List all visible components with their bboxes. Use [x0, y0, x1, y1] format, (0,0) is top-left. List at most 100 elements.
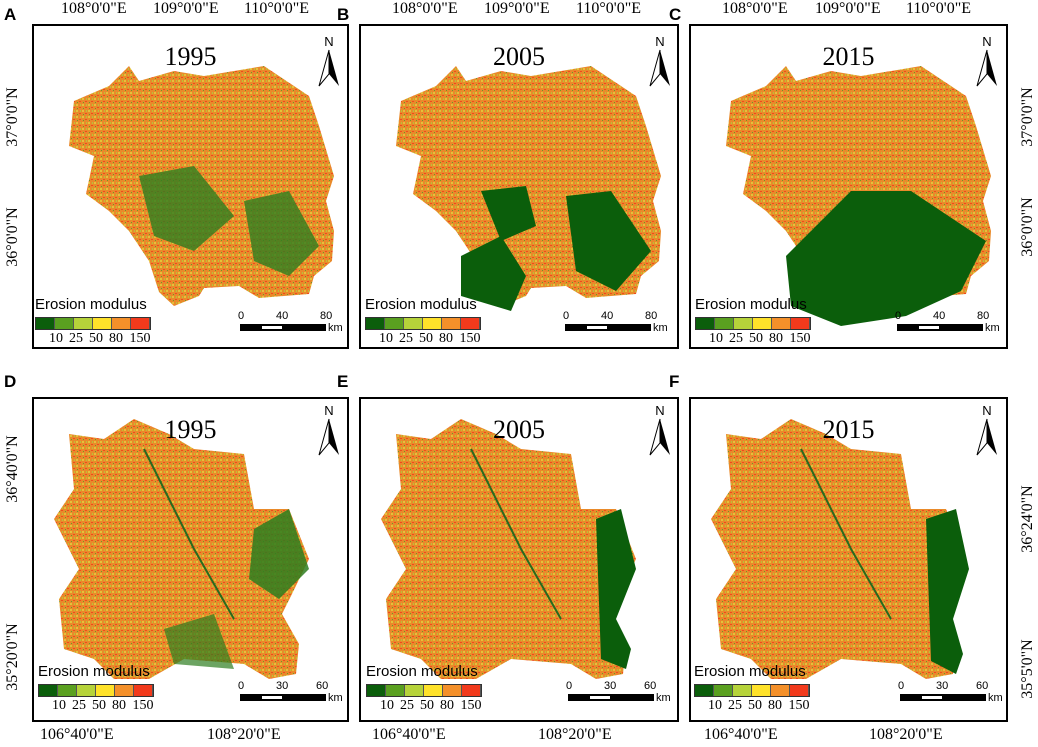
year-title-d: 1995 [164, 415, 217, 444]
legend-swatch [461, 318, 480, 329]
panel-letter-b: B [337, 5, 350, 24]
year-title-e: 2005 [493, 415, 545, 444]
legend-title-d: Erosion modulus [38, 663, 150, 680]
legend-swatch [695, 685, 714, 696]
map-panel-e: 2005 [359, 397, 679, 722]
scale-bar-b: 0 40 80 km [563, 310, 668, 334]
map-panel-f: 2015 [689, 397, 1008, 722]
legend-swatch [733, 685, 752, 696]
legend-swatch [39, 685, 58, 696]
legend-swatch [74, 318, 93, 329]
panel-letter-e: E [337, 372, 349, 391]
legend-swatch [753, 318, 772, 329]
top-lon-label-a3: 110°0'0"E [244, 0, 309, 17]
lat-right-bottom-2: 35°5'0"N [1019, 639, 1036, 699]
legend-swatch [443, 685, 462, 696]
panel-letter-c: C [669, 5, 682, 24]
top-lon-label-b3: 110°0'0"E [576, 0, 641, 17]
legend-swatch [734, 318, 753, 329]
erosion-map-c [726, 66, 991, 326]
legend-swatch [131, 318, 150, 329]
legend-color-bar-a [35, 317, 151, 330]
legend-color-bar-c [695, 317, 811, 330]
year-title-b: 2005 [493, 42, 545, 71]
north-label-f: N [982, 403, 992, 418]
north-arrow-f: N [970, 403, 1004, 457]
north-arrow-c: N [970, 34, 1004, 88]
legend-labels-b: 10 25 50 80 150 [379, 331, 481, 346]
erosion-map-d [54, 419, 309, 679]
north-arrow-icon [649, 49, 670, 87]
legend-swatch [96, 685, 115, 696]
legend-swatch [93, 318, 112, 329]
map-panel-d: 1995 [32, 397, 349, 722]
legend-color-bar-f [694, 684, 810, 697]
legend-swatch [366, 318, 385, 329]
legend-swatch [462, 685, 481, 696]
scale-bar-a: 0 40 80 km [238, 310, 343, 334]
legend-swatch [790, 685, 809, 696]
north-label-b: N [655, 34, 665, 49]
legend-swatch [772, 318, 791, 329]
legend-swatch [134, 685, 153, 696]
legend-swatch [55, 318, 74, 329]
lat-right-top-1: 37°0'0"N [1019, 87, 1036, 147]
legend-title-f: Erosion modulus [694, 663, 806, 680]
bottom-lon-label-e1: 106°40'0"E [372, 726, 446, 743]
scale-bar-e: 0 30 60 km [566, 680, 671, 704]
top-lon-label-a1: 108°0'0"E [61, 0, 127, 17]
bottom-lon-label-d2: 108°20'0"E [207, 726, 281, 743]
lat-left-top-2: 36°0'0"N [4, 207, 21, 267]
scale-bar-d: 0 30 60 km [238, 680, 343, 704]
lat-right-bottom-1: 36°24'0"N [1019, 485, 1036, 553]
north-arrow-b: N [643, 34, 677, 88]
legend-swatch [696, 318, 715, 329]
legend-swatch [771, 685, 790, 696]
legend-swatch [791, 318, 810, 329]
north-arrow-e: N [643, 403, 677, 457]
bottom-lon-label-e2: 108°20'0"E [538, 726, 612, 743]
legend-swatch [405, 685, 424, 696]
legend-swatch [385, 318, 404, 329]
legend-color-bar-e [366, 684, 482, 697]
year-title-a: 1995 [164, 42, 217, 71]
legend-labels-e: 10 25 50 80 150 [380, 698, 482, 713]
lat-left-top-1: 37°0'0"N [4, 87, 21, 147]
top-lon-label-c3: 110°0'0"E [906, 0, 971, 17]
map-panel-b: 2005 [359, 24, 679, 349]
bottom-lon-label-f1: 106°40'0"E [704, 726, 778, 743]
legend-swatch [442, 318, 461, 329]
legend-swatch [715, 318, 734, 329]
lat-left-bottom-1: 36°40'0"N [4, 435, 21, 503]
map-panel-a: 1995 [32, 24, 349, 349]
panel-letter-d: D [4, 372, 17, 391]
legend-swatch [115, 685, 134, 696]
north-arrow-icon [649, 418, 670, 456]
legend-labels-d: 10 25 50 80 150 [52, 698, 154, 713]
north-arrow-icon [318, 49, 339, 87]
scale-bar-f: 0 30 60 km [898, 680, 1003, 704]
top-lon-label-b2: 109°0'0"E [484, 0, 550, 17]
north-arrow-a: N [312, 34, 346, 88]
north-arrow-icon [318, 418, 339, 456]
legend-title-a: Erosion modulus [35, 296, 147, 313]
legend-labels-c: 10 25 50 80 150 [709, 331, 811, 346]
erosion-map-b [396, 66, 661, 311]
legend-swatch [36, 318, 55, 329]
legend-swatch [77, 685, 96, 696]
top-lon-label-c2: 109°0'0"E [815, 0, 881, 17]
lat-right-top-2: 36°0'0"N [1019, 197, 1036, 257]
legend-swatch [367, 685, 386, 696]
north-arrow-icon [976, 49, 997, 87]
north-arrow-d: N [312, 403, 346, 457]
top-lon-label-a2: 109°0'0"E [153, 0, 219, 17]
year-title-c: 2015 [822, 42, 875, 71]
bottom-lon-label-d1: 106°40'0"E [40, 726, 114, 743]
legend-swatch [424, 685, 443, 696]
legend-swatch [752, 685, 771, 696]
erosion-map-f [711, 419, 969, 679]
legend-swatch [386, 685, 405, 696]
erosion-map-a [69, 66, 334, 306]
legend-swatch [58, 685, 77, 696]
scale-bar-c: 0 40 80 km [895, 310, 1000, 334]
